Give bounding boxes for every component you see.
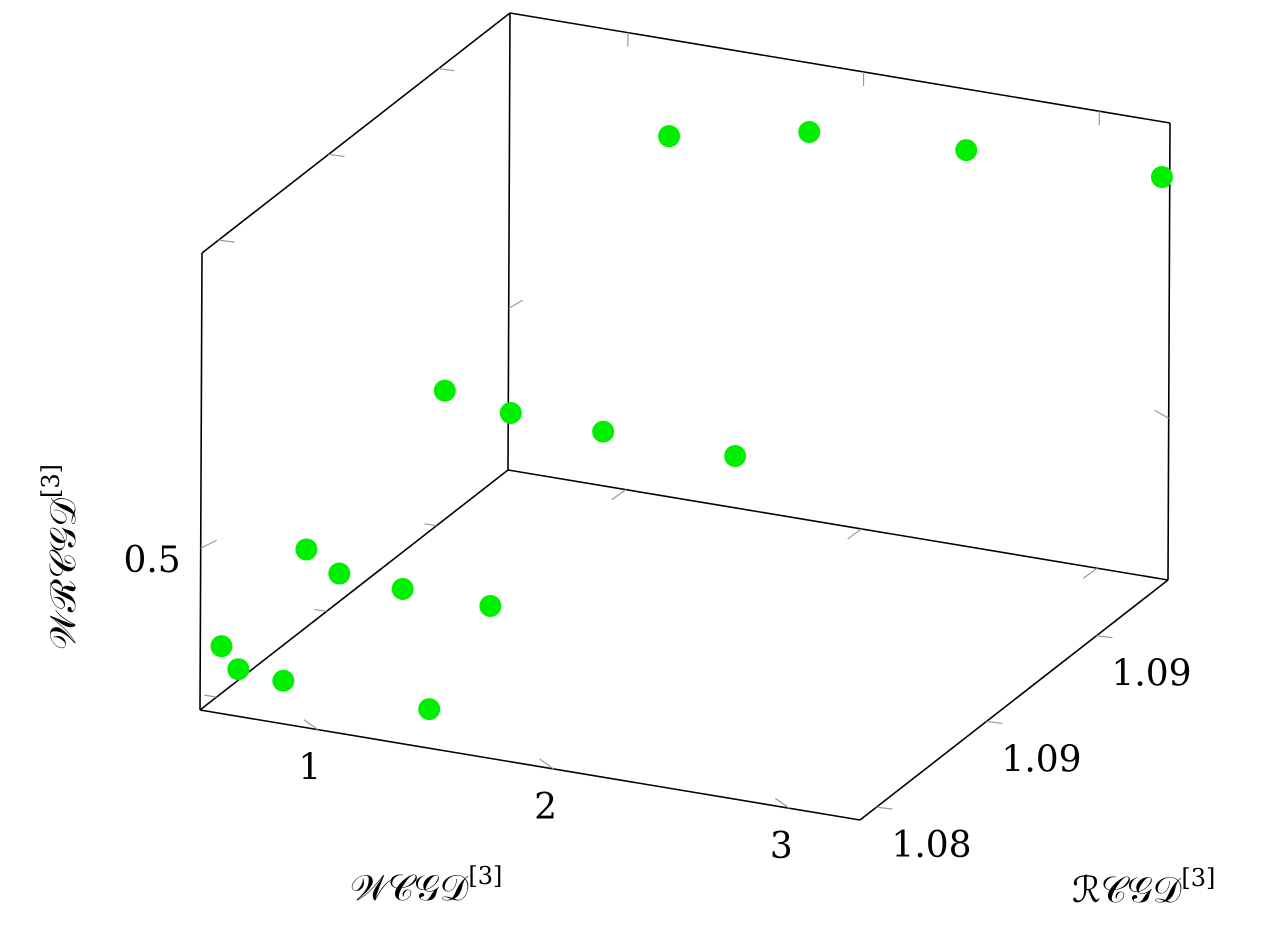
point	[1150, 166, 1173, 189]
box-edge	[199, 469, 509, 711]
tick-mark	[539, 758, 554, 770]
point	[724, 445, 747, 468]
box-edge	[507, 12, 511, 471]
point	[227, 658, 250, 681]
point	[210, 635, 233, 658]
x-label-sup: [3]	[468, 862, 502, 890]
tick-mark	[328, 153, 345, 158]
box-edge	[199, 252, 203, 711]
x-tick-label: 3	[770, 826, 793, 867]
box-edge	[509, 12, 1171, 124]
x-tick-label: 1	[298, 748, 321, 789]
tick-mark	[200, 539, 217, 549]
y-tick-label: 1.09	[1111, 654, 1191, 695]
box-edge	[201, 12, 511, 254]
z-label-sup: [3]	[37, 464, 65, 498]
point	[499, 401, 522, 424]
x-axis-label: 𝒲𝒞𝒢𝒟[3]	[350, 862, 502, 909]
tick-mark	[1082, 567, 1098, 579]
point	[328, 562, 351, 585]
tick-mark	[986, 720, 1003, 725]
point	[433, 379, 456, 402]
tick-mark	[774, 797, 790, 809]
point	[479, 595, 502, 618]
point	[592, 420, 615, 443]
tick-mark	[424, 523, 437, 527]
z-axis-label: 𝒲ℛ𝒞𝒢𝒟[3]	[37, 464, 84, 650]
box-edge	[199, 709, 861, 821]
point	[295, 538, 318, 561]
tick-mark	[611, 489, 627, 501]
tick-mark	[1096, 635, 1113, 639]
point	[798, 121, 821, 144]
box-edge	[507, 469, 1169, 581]
point	[658, 125, 681, 148]
tick-mark	[314, 608, 327, 613]
y-tick-label: 1.08	[891, 825, 971, 866]
y-tick-label: 1.09	[1001, 739, 1081, 780]
z-label-main: 𝒲ℛ𝒞𝒢𝒟	[43, 498, 84, 650]
tick-mark	[508, 299, 524, 309]
tick-mark	[438, 68, 455, 72]
x-label-main: 𝒲𝒞𝒢𝒟	[350, 868, 469, 909]
tick-mark	[847, 528, 862, 540]
x-tick-label: 2	[534, 787, 557, 828]
tick-mark	[218, 239, 235, 243]
point	[391, 577, 414, 600]
point	[272, 669, 295, 692]
y-axis-label: ℛ𝒞𝒢𝒟[3]	[1072, 864, 1215, 911]
box-edge	[1167, 122, 1171, 581]
y-label-sup: [3]	[1181, 864, 1215, 892]
box-edge	[859, 579, 1169, 821]
tick-mark	[876, 806, 893, 810]
y-label-main: ℛ𝒞𝒢𝒟	[1072, 870, 1182, 911]
z-tick-label: 0.5	[123, 540, 180, 581]
point	[955, 139, 978, 162]
tick-mark	[204, 694, 217, 698]
tick-mark	[303, 719, 319, 731]
tick-mark	[1154, 409, 1170, 419]
point	[418, 698, 441, 721]
